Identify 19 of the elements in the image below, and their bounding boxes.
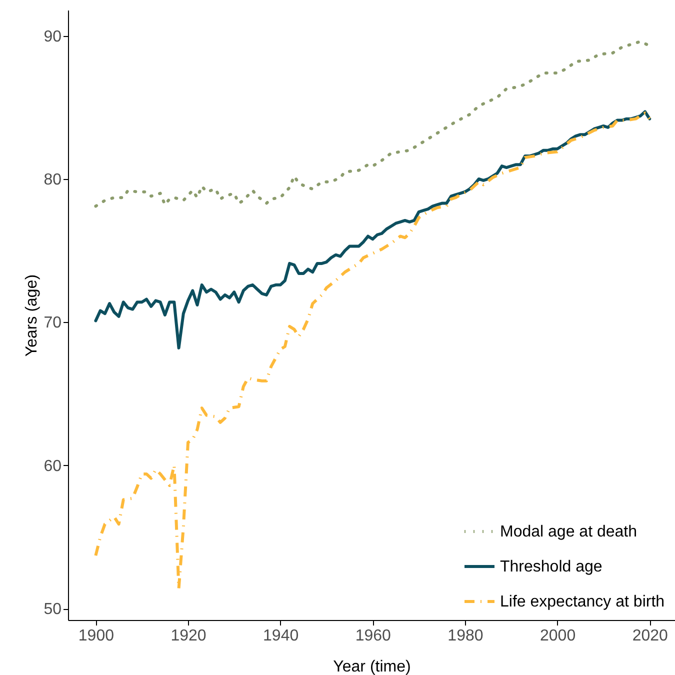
x-tick-label: 1920	[170, 628, 206, 644]
line-series	[94, 110, 652, 350]
y-axis-title: Years (age)	[24, 274, 41, 357]
x-tick-label: 2020	[632, 628, 668, 644]
line-series	[94, 112, 652, 590]
x-tick-label: 1940	[263, 628, 299, 644]
y-tick-label: 60	[44, 458, 62, 475]
y-tick-label: 70	[44, 314, 62, 332]
y-tick-label: 50	[44, 601, 62, 618]
legend-label: Modal age at death	[500, 524, 637, 540]
legend-label: Threshold age	[500, 558, 602, 576]
x-tick-label: 2000	[540, 628, 576, 644]
x-tick-label: 1980	[448, 628, 484, 644]
x-tick-label: 1960	[355, 628, 392, 644]
legend-label: Life expectancy at birth	[500, 594, 665, 610]
y-tick-label: 80	[44, 171, 62, 188]
x-axis-title: Year (time)	[333, 658, 411, 675]
x-tick-label: 1900	[78, 628, 114, 644]
y-tick-label: 90	[44, 28, 62, 46]
